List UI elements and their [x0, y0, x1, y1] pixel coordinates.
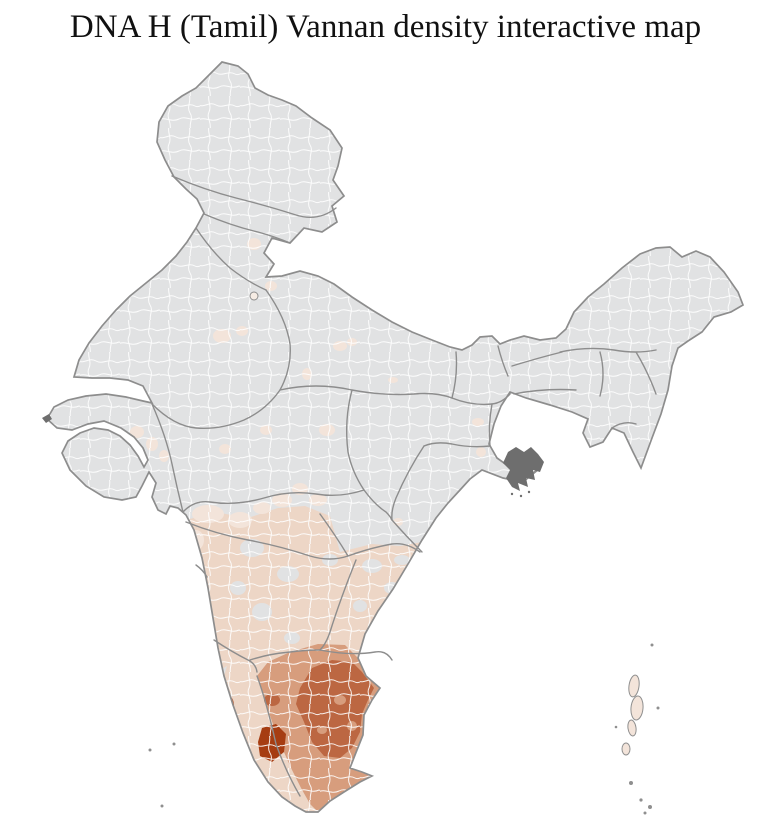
- island-groups: [148, 643, 660, 815]
- map-title: DNA H (Tamil) Vannan density interactive…: [69, 9, 702, 45]
- delhi-district[interactable]: [249, 291, 259, 301]
- kutch-coastal-mark: [42, 414, 52, 423]
- island-specks: [148, 643, 660, 815]
- no-data-marks: [42, 414, 544, 498]
- sundarbans-delta-mark: [503, 447, 544, 491]
- andaman-islands[interactable]: [621, 674, 644, 756]
